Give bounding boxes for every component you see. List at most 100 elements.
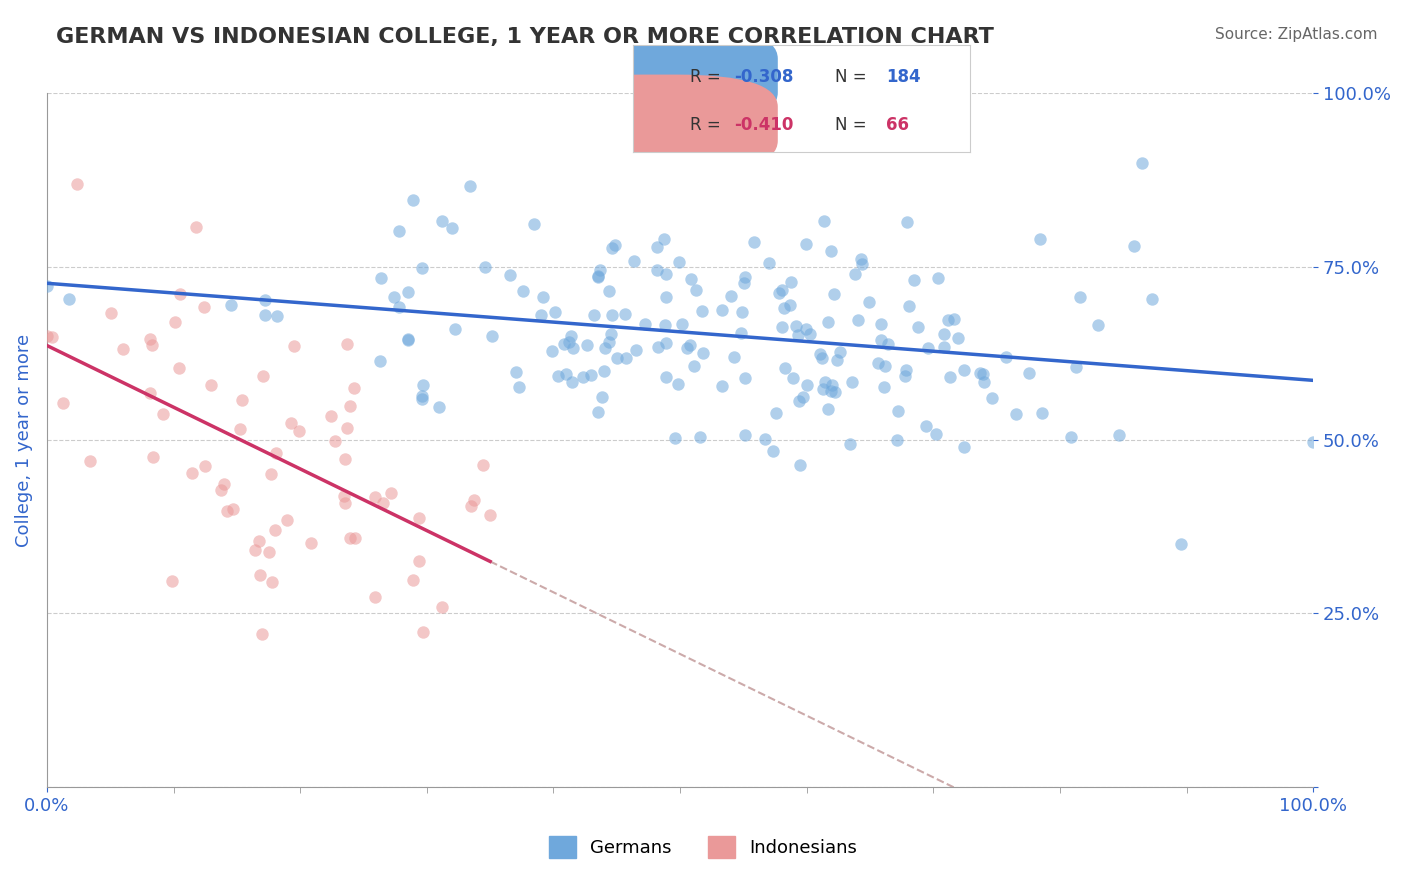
Indonesians [52,396,75,410]
Germans [710,378,733,392]
Indonesians [160,574,183,589]
Text: 184: 184 [886,68,921,86]
Germans [531,290,554,304]
Germans [432,213,454,227]
Germans [927,271,949,285]
Germans [873,379,896,393]
Germans [1123,239,1146,253]
Germans [820,384,842,399]
Germans [681,272,703,286]
Text: Source: ZipAtlas.com: Source: ZipAtlas.com [1215,27,1378,42]
Germans [474,260,496,274]
Indonesians [152,407,174,421]
Germans [685,283,707,297]
Germans [396,285,419,299]
Germans [508,379,530,393]
Germans [606,351,628,365]
Germans [936,313,959,327]
Germans [675,341,697,355]
Germans [711,302,734,317]
Indonesians [252,627,274,641]
Indonesians [167,361,190,376]
Indonesians [364,490,387,504]
Indonesians [463,493,485,508]
Germans [588,405,610,419]
Germans [811,351,834,366]
Germans [384,290,406,304]
Germans [668,255,690,269]
Text: N =: N = [835,68,872,86]
Indonesians [141,337,163,351]
Indonesians [138,385,160,400]
Germans [623,254,645,268]
Germans [907,319,929,334]
Germans [734,269,756,284]
Germans [817,402,839,417]
Germans [734,427,756,442]
Germans [779,298,801,312]
Germans [820,244,842,258]
Germans [544,305,567,319]
Germans [254,308,277,322]
Germans [505,365,527,379]
Germans [754,432,776,446]
Germans [411,389,433,403]
Germans [412,378,434,392]
Indonesians [336,421,359,435]
Germans [866,356,889,370]
Text: -0.410: -0.410 [734,116,793,134]
Germans [586,268,609,283]
Indonesians [243,543,266,558]
Text: -0.308: -0.308 [734,68,793,86]
Indonesians [212,477,235,491]
Germans [593,364,616,378]
Germans [894,369,917,384]
Germans [602,241,624,255]
FancyBboxPatch shape [541,27,778,125]
Indonesians [264,523,287,537]
Legend: Germans, Indonesians: Germans, Indonesians [541,829,865,865]
Indonesians [247,534,270,549]
Germans [1060,430,1083,444]
Indonesians [229,422,252,436]
Germans [616,351,638,366]
Germans [411,392,433,407]
Germans [877,337,900,351]
Indonesians [209,483,232,497]
Germans [581,368,603,382]
Germans [995,350,1018,364]
Germans [813,214,835,228]
Germans [770,283,793,297]
Indonesians [339,532,361,546]
Text: R =: R = [690,68,725,86]
Germans [368,354,391,368]
Germans [1108,427,1130,442]
Germans [925,426,948,441]
Germans [799,326,821,341]
Indonesians [194,459,217,474]
Germans [887,404,910,418]
Germans [1130,155,1153,169]
Germans [896,215,918,229]
Germans [932,327,955,342]
Germans [645,240,668,254]
Germans [664,431,686,445]
Germans [1031,406,1053,420]
Germans [645,262,668,277]
Indonesians [79,454,101,468]
Indonesians [231,392,253,407]
Indonesians [319,409,342,423]
Indonesians [402,573,425,587]
Germans [823,287,845,301]
Germans [914,418,936,433]
Indonesians [430,600,453,615]
Germans [794,322,817,336]
Indonesians [333,451,356,466]
Germans [591,390,613,404]
Germans [720,289,742,303]
Germans [678,337,700,351]
Indonesians [41,330,63,344]
Germans [547,369,569,384]
Germans [828,344,851,359]
Germans [652,232,675,246]
